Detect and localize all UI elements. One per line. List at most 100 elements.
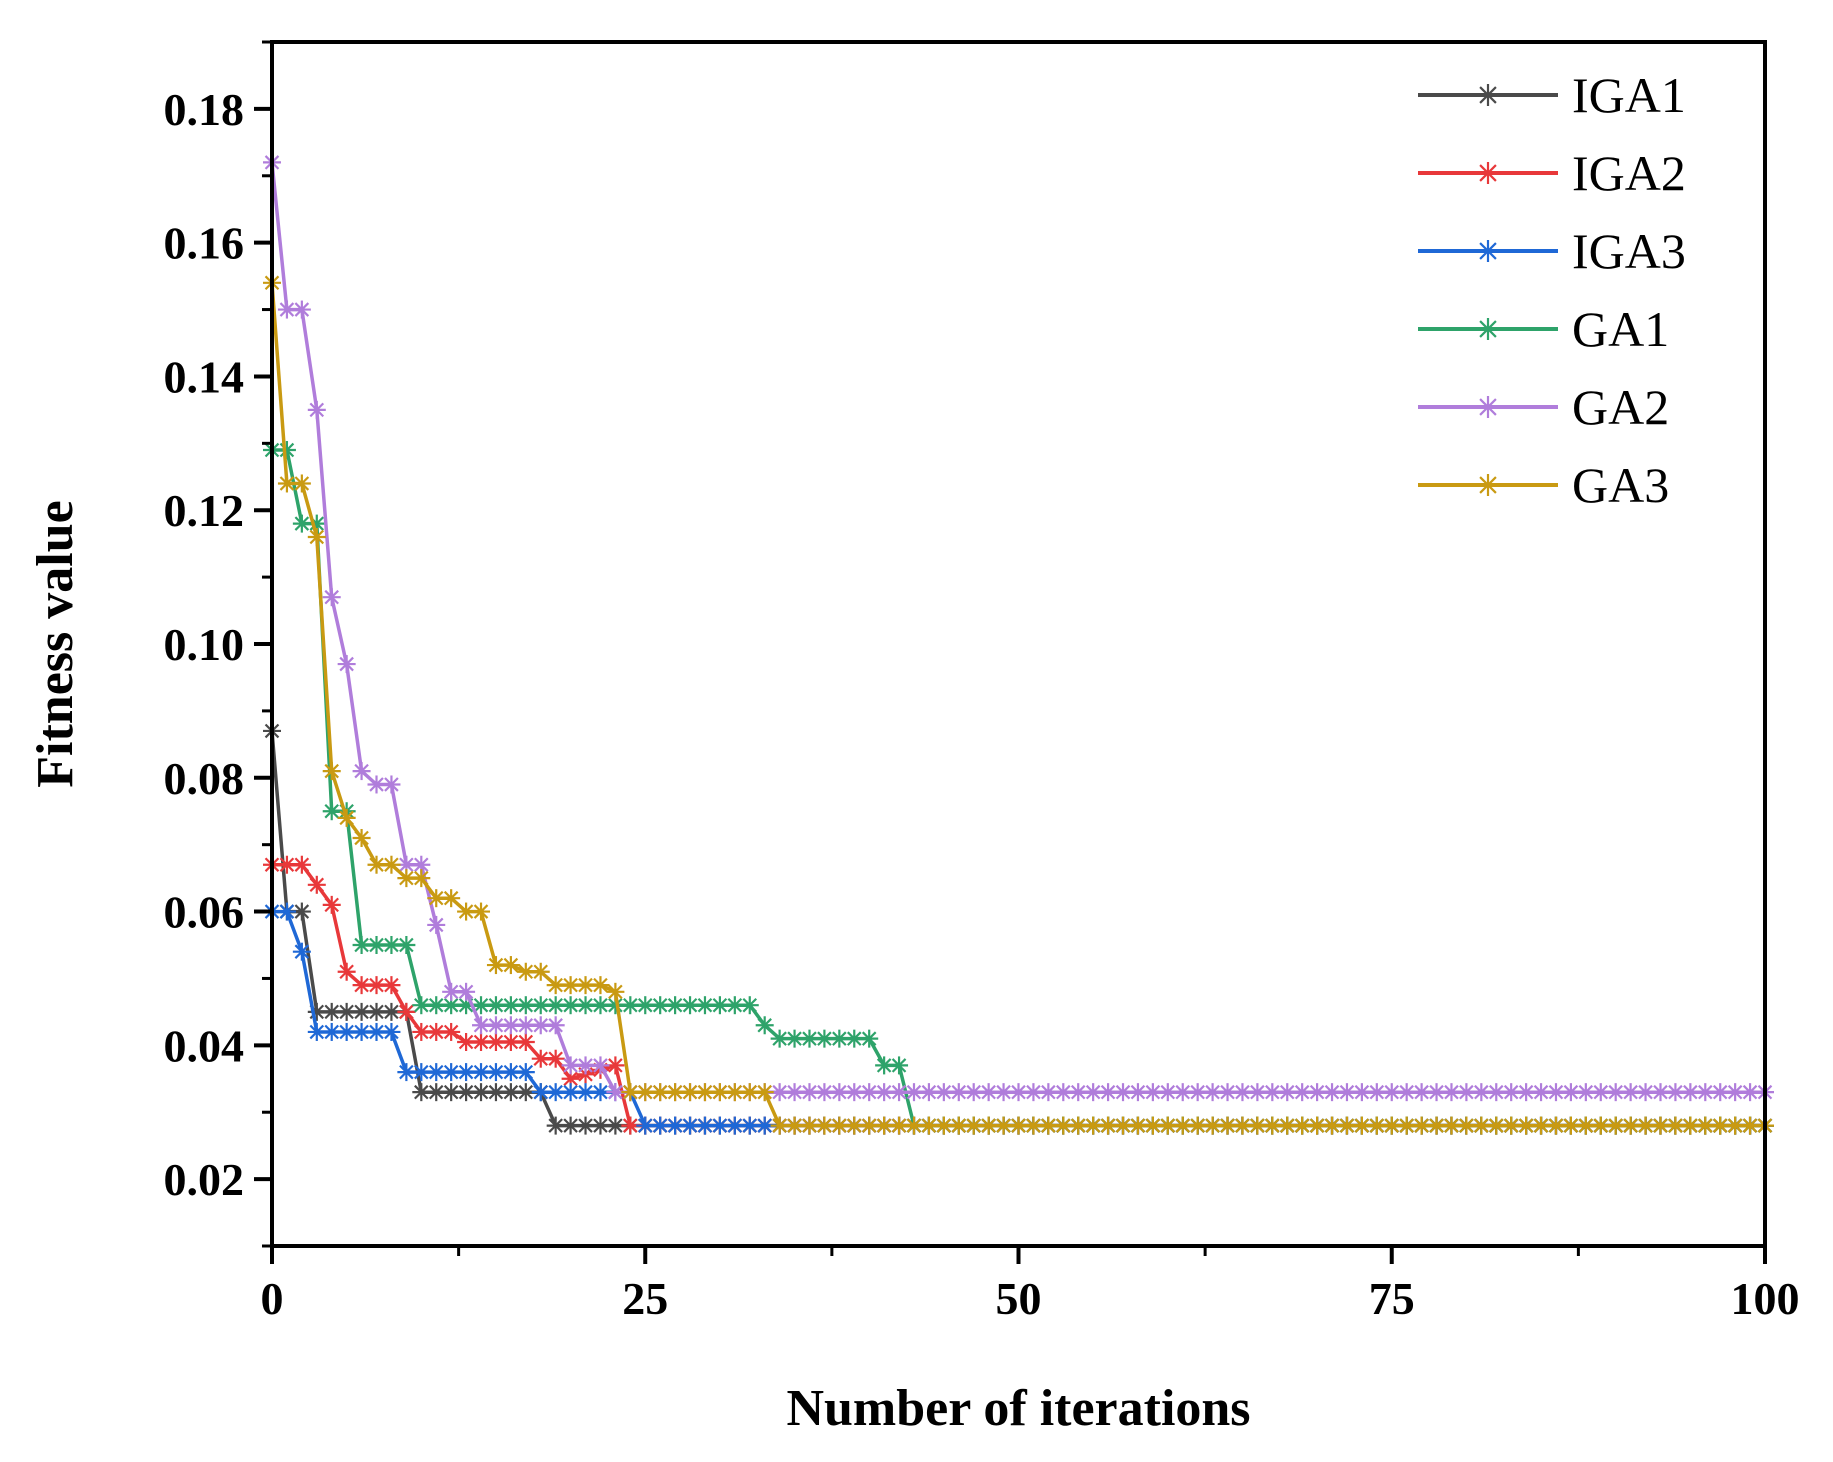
data-point	[457, 982, 476, 1001]
x-tick-label: 0	[261, 1273, 284, 1324]
x-tick-label: 25	[622, 1273, 668, 1324]
series-line-ga2	[270, 162, 1765, 1094]
data-point	[1143, 1083, 1162, 1102]
data-point	[1711, 1116, 1730, 1135]
data-point	[1636, 1083, 1655, 1102]
data-point	[890, 1056, 909, 1075]
x-tick-label: 75	[1369, 1273, 1415, 1324]
data-point	[412, 996, 431, 1015]
y-tick-label: 0.16	[164, 218, 245, 269]
data-point	[666, 996, 685, 1015]
data-point	[1666, 1083, 1685, 1102]
data-point	[531, 1083, 550, 1102]
data-point	[546, 1049, 565, 1068]
data-point	[292, 300, 311, 319]
legend-item-ga1: GA1	[1418, 301, 1669, 357]
data-point	[651, 1116, 670, 1135]
data-point	[382, 775, 401, 794]
data-point	[1532, 1116, 1551, 1135]
data-point	[412, 1063, 431, 1082]
data-point	[681, 1116, 700, 1135]
data-point	[1457, 1116, 1476, 1135]
data-point	[501, 956, 520, 975]
data-point	[367, 1022, 386, 1041]
data-point	[755, 1016, 774, 1035]
data-point	[472, 902, 491, 921]
data-point	[1024, 1116, 1043, 1135]
data-point	[1308, 1083, 1327, 1102]
data-point	[472, 1083, 491, 1102]
y-tick-label: 0.08	[164, 753, 245, 804]
y-tick-label: 0.04	[164, 1020, 245, 1071]
legend-item-iga1: IGA1	[1418, 67, 1686, 123]
data-point	[1233, 1083, 1252, 1102]
data-point	[875, 1056, 894, 1075]
data-point	[606, 1056, 625, 1075]
data-point	[427, 996, 446, 1015]
data-point	[516, 1032, 535, 1051]
legend-marker	[1477, 240, 1499, 262]
data-point	[964, 1116, 983, 1135]
data-point	[1054, 1083, 1073, 1102]
data-point	[412, 869, 431, 888]
data-point	[695, 1083, 714, 1102]
data-point	[681, 996, 700, 1015]
y-tick-label: 0.12	[164, 485, 245, 536]
data-point	[755, 1083, 774, 1102]
data-point	[800, 1116, 819, 1135]
data-point	[382, 936, 401, 954]
data-point	[457, 1063, 476, 1082]
data-point	[486, 1032, 505, 1051]
data-point	[1128, 1116, 1147, 1135]
data-point	[546, 1016, 565, 1035]
data-point	[486, 956, 505, 975]
x-axis-title: Number of iterations	[786, 1380, 1250, 1437]
data-point	[1114, 1116, 1133, 1135]
data-point	[1293, 1083, 1312, 1102]
data-point	[740, 1083, 759, 1102]
data-point	[1084, 1116, 1103, 1135]
data-point	[367, 1002, 386, 1021]
data-point	[352, 828, 371, 847]
data-point	[591, 976, 610, 995]
legend-label: IGA1	[1572, 67, 1686, 123]
data-point	[740, 996, 759, 1015]
series-layer	[263, 153, 1774, 1135]
data-point	[382, 1022, 401, 1041]
data-point	[1442, 1116, 1461, 1135]
data-point	[591, 1056, 610, 1075]
data-point	[875, 1116, 894, 1135]
data-point	[606, 1116, 625, 1135]
legend-label: GA3	[1572, 457, 1669, 513]
data-point	[292, 855, 311, 874]
data-point	[576, 996, 595, 1015]
data-point	[397, 1002, 416, 1021]
data-point	[1352, 1083, 1371, 1102]
data-point	[561, 996, 580, 1015]
data-point	[1263, 1083, 1282, 1102]
data-point	[1158, 1116, 1177, 1135]
data-point	[382, 855, 401, 874]
data-point	[307, 875, 326, 894]
data-point	[860, 1083, 879, 1102]
data-point	[621, 1116, 640, 1135]
data-point	[1188, 1116, 1207, 1135]
data-point	[322, 588, 341, 607]
data-point	[1711, 1083, 1730, 1102]
data-point	[457, 1032, 476, 1051]
data-point	[860, 1029, 879, 1048]
data-point	[337, 962, 356, 981]
data-point	[531, 962, 550, 981]
x-tick-label: 100	[1731, 1273, 1800, 1324]
data-point	[501, 1083, 520, 1102]
data-point	[337, 808, 356, 827]
y-tick-label: 0.02	[164, 1154, 245, 1205]
data-point	[785, 1029, 804, 1048]
data-point	[382, 976, 401, 995]
data-point	[875, 1083, 894, 1102]
y-tick-label: 0.10	[164, 619, 245, 670]
data-point	[830, 1116, 849, 1135]
data-point	[934, 1083, 953, 1102]
data-point	[1009, 1116, 1028, 1135]
